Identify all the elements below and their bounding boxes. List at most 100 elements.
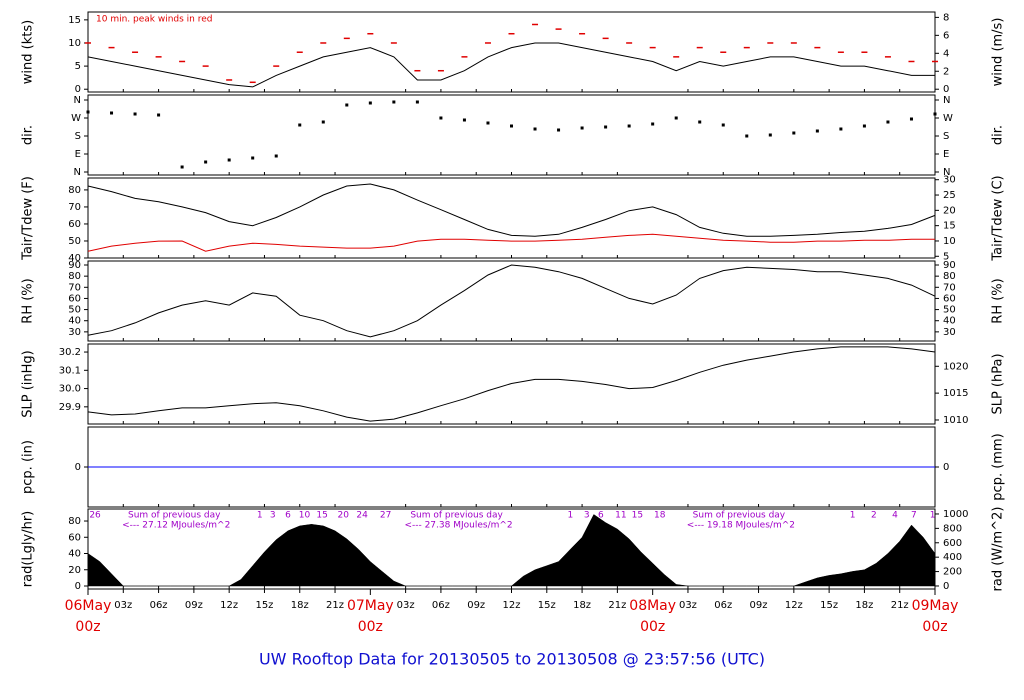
- x-tick-label: 21z: [891, 600, 909, 611]
- y-tick-label: 90: [68, 260, 81, 271]
- y2-tick-label: 6: [943, 30, 949, 41]
- y-axis-label: rad(Lgly/hr): [21, 511, 36, 587]
- direction-point: [815, 129, 819, 133]
- x-tick-label: 21z: [608, 600, 626, 611]
- y2-tick-label: 600: [943, 538, 962, 549]
- y2-tick-label: 30: [943, 175, 956, 186]
- daily-sum-title: Sum of previous day: [128, 511, 221, 521]
- direction-point: [768, 133, 772, 137]
- hour-mark: 7: [911, 511, 917, 521]
- y2-tick-label: 40: [943, 316, 956, 327]
- y-tick-label: 50: [68, 236, 81, 247]
- y-tick-label: 30: [68, 327, 81, 338]
- y2-axis-label: SLP (hPa): [991, 353, 1006, 414]
- hour-mark: 24: [356, 511, 368, 521]
- hour-mark: 27: [380, 511, 391, 521]
- direction-point: [133, 112, 137, 116]
- x-tick-label: 03z: [679, 600, 697, 611]
- y-axis-label: wind (kts): [21, 20, 36, 84]
- y-tick-label: 0: [75, 84, 81, 95]
- y2-tick-label: 1000: [943, 509, 968, 520]
- direction-point: [510, 124, 513, 128]
- y-tick-label: 60: [68, 293, 81, 304]
- y-tick-label: 30.2: [59, 347, 81, 358]
- direction-point: [157, 113, 161, 117]
- direction-point: [462, 118, 466, 122]
- direction-point: [110, 111, 114, 115]
- direction-point: [533, 127, 537, 131]
- y-tick-label: 80: [68, 271, 81, 282]
- y-tick-label: 60: [68, 532, 81, 543]
- y2-tick-label: 200: [943, 567, 962, 578]
- hour-mark: 3: [270, 511, 276, 521]
- hour-mark: 18: [654, 511, 666, 521]
- y2-tick-label: 1015: [943, 388, 968, 399]
- radiation-area: [87, 514, 936, 587]
- y-tick-label: 40: [68, 253, 81, 264]
- data-line: [87, 42, 935, 88]
- x-major-date: 07May: [347, 598, 394, 614]
- y-tick-label: 20: [68, 565, 81, 576]
- x-major-time: 00z: [922, 619, 947, 635]
- hour-mark: 1: [567, 511, 573, 521]
- hour-mark: 11: [615, 511, 626, 521]
- direction-point: [345, 103, 349, 107]
- y2-axis-label: RH (%): [991, 278, 1006, 323]
- data-line: [87, 264, 936, 338]
- y-tick-label: 60: [68, 219, 81, 230]
- x-tick-label: 12z: [220, 600, 238, 611]
- direction-point: [204, 160, 208, 164]
- hour-mark: 20: [338, 511, 350, 521]
- x-tick-label: 09z: [185, 600, 203, 611]
- y2-tick-label: 5: [943, 251, 949, 262]
- direction-point: [721, 123, 725, 127]
- direction-point: [251, 156, 255, 160]
- y2-tick-label: 20: [943, 205, 956, 216]
- y-tick-label: 70: [68, 202, 81, 213]
- y2-tick-label: N: [943, 167, 950, 178]
- y2-tick-label: 60: [943, 293, 956, 304]
- data-line: [87, 346, 936, 422]
- y-tick-label: 29.9: [59, 402, 81, 413]
- x-tick-label: 18z: [573, 600, 591, 611]
- direction-point: [321, 120, 325, 124]
- y-tick-label: 50: [68, 305, 81, 316]
- y2-tick-label: W: [943, 113, 953, 124]
- y2-tick-label: 4: [943, 48, 949, 59]
- y2-axis-label: pcp. (mm): [991, 433, 1006, 500]
- y-tick-label: 0: [75, 462, 81, 473]
- x-tick-label: 12z: [785, 600, 803, 611]
- direction-point: [886, 120, 890, 124]
- y2-tick-label: 70: [943, 282, 956, 293]
- x-tick-label: 03z: [114, 600, 132, 611]
- direction-point: [933, 112, 937, 116]
- y2-axis-label: rad (W/m^2): [991, 507, 1006, 592]
- y-tick-label: S: [75, 131, 81, 142]
- y2-tick-label: 8: [943, 12, 949, 23]
- daily-sum-value: <--- 27.38 MJoules/m^2: [404, 521, 512, 531]
- y2-tick-label: 0: [943, 84, 949, 95]
- y-axis-label: pcp. (in): [21, 440, 36, 494]
- y-tick-label: 0: [75, 581, 81, 592]
- hour-mark: 6: [285, 511, 291, 521]
- y2-tick-label: 25: [943, 190, 956, 201]
- hour-mark: 15: [632, 511, 643, 521]
- y2-axis-label: dir.: [991, 125, 1006, 145]
- daily-sum-value: <--- 19.18 MJoules/m^2: [687, 521, 795, 531]
- y-axis-label: dir.: [21, 125, 36, 145]
- x-tick-label: 12z: [503, 600, 521, 611]
- y2-tick-label: 90: [943, 260, 956, 271]
- y2-tick-label: 10: [943, 236, 956, 247]
- y2-tick-label: 1010: [943, 415, 968, 426]
- x-tick-label: 18z: [291, 600, 309, 611]
- direction-point: [368, 101, 372, 105]
- direction-point: [745, 134, 749, 138]
- data-line: [87, 183, 936, 237]
- y2-tick-label: 2: [943, 66, 949, 77]
- hour-mark: 1: [257, 511, 263, 521]
- y-tick-label: N: [74, 167, 81, 178]
- hour-mark: 4: [892, 511, 898, 521]
- y2-tick-label: 1020: [943, 361, 968, 372]
- x-tick-label: 18z: [855, 600, 873, 611]
- hour-mark: 6: [598, 511, 604, 521]
